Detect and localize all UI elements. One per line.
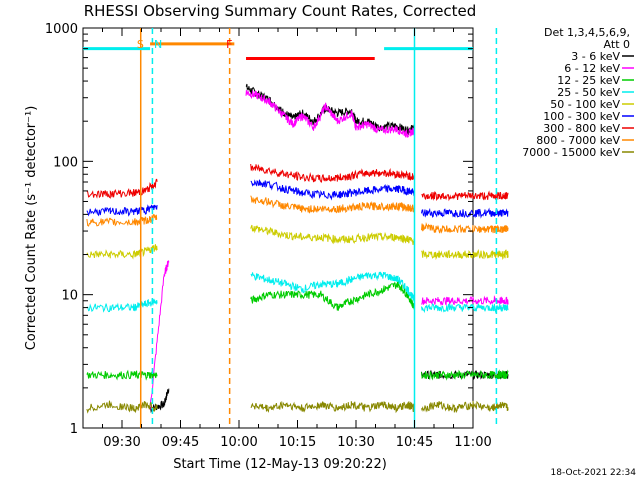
series-line-12-25-kev bbox=[421, 369, 509, 381]
series-line-300-800-kev bbox=[421, 190, 509, 202]
series-line-100-300-kev bbox=[250, 179, 415, 201]
series-line-12-25-kev bbox=[86, 369, 158, 381]
series-line-7000-15000-kev bbox=[250, 401, 415, 414]
series-line-50-100-kev bbox=[86, 244, 158, 260]
legend-header: Det 1,3,4,5,6,9, bbox=[544, 26, 630, 39]
series-line-25-50-kev bbox=[250, 271, 415, 305]
event-marker-label: S bbox=[137, 38, 144, 51]
x-tick-label: 10:45 bbox=[396, 435, 433, 450]
y-tick-label: 1 bbox=[70, 422, 78, 437]
series-line-300-800-kev bbox=[86, 178, 158, 199]
event-marker-label: F bbox=[226, 38, 232, 51]
x-tick-label: 10:30 bbox=[337, 435, 374, 450]
series-line-50-100-kev bbox=[421, 249, 509, 261]
series-line-100-300-kev bbox=[86, 204, 158, 217]
series-line-300-800-kev bbox=[250, 163, 415, 184]
legend-entry-label: 25 - 50 keV bbox=[557, 86, 620, 99]
series-line-12-25-kev bbox=[250, 280, 415, 311]
series-line-25-50-kev bbox=[421, 303, 509, 314]
legend-entry-label: 6 - 12 keV bbox=[564, 62, 620, 75]
series-line-25-50-kev bbox=[86, 298, 158, 313]
series-line-7000-15000-kev bbox=[421, 400, 509, 414]
series-line-6-12-kev bbox=[421, 295, 509, 306]
y-tick-label: 1000 bbox=[45, 22, 78, 37]
legend-entry-label: 800 - 7000 keV bbox=[536, 134, 620, 147]
legend-entry-label: 12 - 25 keV bbox=[557, 74, 620, 87]
legend-header: Att 0 bbox=[604, 38, 630, 51]
series-line-800-7000-kev bbox=[86, 213, 158, 227]
legend-entry-label: 50 - 100 keV bbox=[550, 98, 620, 111]
y-tick-label: 100 bbox=[53, 155, 78, 170]
y-axis-label: Corrected Count Rate (s⁻¹ detector⁻¹) bbox=[24, 106, 39, 351]
series-line-7000-15000-kev bbox=[86, 400, 158, 414]
legend-entry-label: 3 - 6 keV bbox=[571, 50, 620, 63]
x-tick-label: 10:00 bbox=[220, 435, 257, 450]
series-line-6-12-kev bbox=[245, 89, 415, 139]
series-layer bbox=[86, 83, 509, 414]
series-line-100-300-kev bbox=[421, 207, 509, 219]
series-line-800-7000-kev bbox=[421, 222, 509, 234]
x-tick-label: 09:45 bbox=[162, 435, 199, 450]
chart-title: RHESSI Observing Summary Count Rates, Co… bbox=[84, 2, 477, 20]
footer-timestamp: 18-Oct-2021 22:34 bbox=[551, 468, 637, 478]
legend-entry-label: 300 - 800 keV bbox=[543, 122, 620, 135]
x-tick-label: 11:00 bbox=[454, 435, 491, 450]
x-tick-label: 10:15 bbox=[279, 435, 316, 450]
series-line-800-7000-kev bbox=[250, 195, 415, 214]
y-tick-label: 10 bbox=[61, 289, 78, 304]
x-tick-label: 09:30 bbox=[103, 435, 140, 450]
axis-ticks: 09:30 09:45 10:00 10:15 10:30 10:45 11:00 1 10 10… bbox=[45, 22, 492, 450]
event-marker-label: N bbox=[154, 38, 162, 51]
legend-entry-label: 7000 - 15000 keV bbox=[522, 146, 620, 159]
series-line-6-12-kev bbox=[149, 260, 170, 410]
series-line-50-100-kev bbox=[250, 224, 415, 245]
legend-entry-label: 100 - 300 keV bbox=[543, 110, 620, 123]
x-axis-label: Start Time (12-May-13 09:20:22) bbox=[173, 457, 387, 472]
